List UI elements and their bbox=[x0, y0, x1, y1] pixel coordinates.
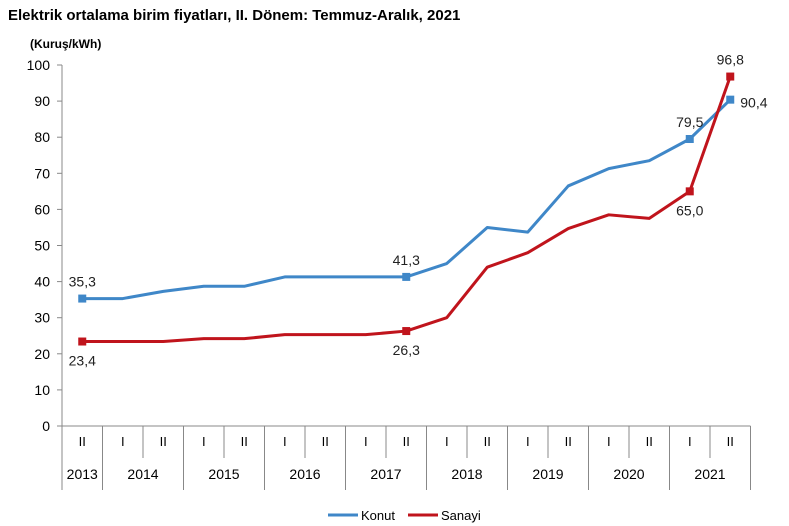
data-point bbox=[726, 95, 735, 104]
y-tick-label: 40 bbox=[34, 274, 50, 290]
data-label: 23,4 bbox=[69, 353, 96, 369]
year-label: 2021 bbox=[694, 466, 725, 482]
year-label: 2019 bbox=[532, 466, 563, 482]
period-label: II bbox=[79, 434, 86, 449]
period-label: I bbox=[283, 434, 287, 449]
period-label: I bbox=[445, 434, 449, 449]
data-label: 65,0 bbox=[676, 202, 703, 218]
data-label: 26,3 bbox=[393, 342, 420, 358]
period-label: II bbox=[565, 434, 572, 449]
data-point bbox=[685, 187, 694, 196]
period-label: II bbox=[727, 434, 734, 449]
y-tick-label: 70 bbox=[34, 165, 50, 181]
data-point bbox=[402, 327, 411, 336]
y-tick-label: 10 bbox=[34, 382, 50, 398]
year-label: 2018 bbox=[451, 466, 482, 482]
period-label: II bbox=[241, 434, 248, 449]
y-tick-label: 100 bbox=[27, 57, 51, 73]
y-tick-label: 90 bbox=[34, 93, 50, 109]
data-label: 79,5 bbox=[676, 114, 703, 130]
period-label: I bbox=[364, 434, 368, 449]
year-label: 2016 bbox=[289, 466, 320, 482]
chart-title: Elektrik ortalama birim fiyatları, II. D… bbox=[8, 7, 461, 24]
period-label: II bbox=[403, 434, 410, 449]
data-point bbox=[402, 272, 411, 281]
series-line-sanayi bbox=[82, 76, 732, 344]
year-label: 2014 bbox=[127, 466, 158, 482]
series-line-konut bbox=[82, 98, 732, 301]
period-label: II bbox=[322, 434, 329, 449]
y-tick-label: 0 bbox=[42, 418, 50, 434]
y-tick-label: 20 bbox=[34, 346, 50, 362]
legend-label: Sanayi bbox=[441, 508, 481, 523]
data-label: 41,3 bbox=[393, 252, 420, 268]
data-point bbox=[726, 72, 735, 81]
legend-label: Konut bbox=[361, 508, 395, 523]
year-label: 2015 bbox=[208, 466, 239, 482]
year-label: 2013 bbox=[67, 466, 98, 482]
data-label: 90,4 bbox=[740, 95, 767, 111]
data-point bbox=[685, 135, 694, 144]
y-axis-label: (Kuruş/kWh) bbox=[30, 37, 102, 51]
period-label: I bbox=[607, 434, 611, 449]
period-label: II bbox=[160, 434, 167, 449]
y-tick-label: 50 bbox=[34, 238, 50, 254]
period-label: I bbox=[202, 434, 206, 449]
period-label: II bbox=[484, 434, 491, 449]
y-tick-label: 30 bbox=[34, 310, 50, 326]
y-tick-label: 80 bbox=[34, 129, 50, 145]
data-label: 35,3 bbox=[69, 274, 96, 290]
period-label: II bbox=[646, 434, 653, 449]
y-tick-label: 60 bbox=[34, 201, 50, 217]
data-point bbox=[78, 294, 87, 303]
data-label: 96,8 bbox=[717, 52, 744, 68]
year-label: 2017 bbox=[370, 466, 401, 482]
year-label: 2020 bbox=[613, 466, 644, 482]
period-label: I bbox=[526, 434, 530, 449]
data-point bbox=[78, 337, 87, 346]
period-label: I bbox=[121, 434, 125, 449]
period-label: I bbox=[688, 434, 692, 449]
